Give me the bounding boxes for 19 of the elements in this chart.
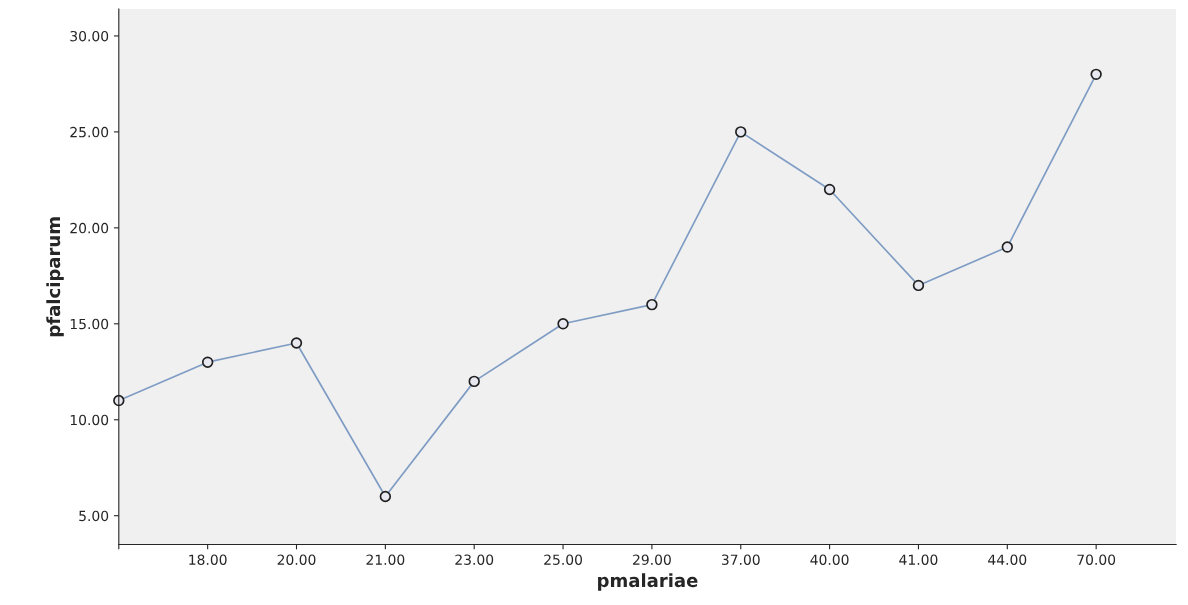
y-tick-label: 20.00	[70, 222, 109, 234]
x-tick-label: 40.00	[810, 554, 849, 565]
x-tick-label: 41.00	[899, 554, 938, 565]
x-tick-label: 21.00	[366, 554, 405, 565]
x-tick-label: 18.00	[189, 554, 227, 565]
y-tick-label: 25.00	[70, 126, 109, 138]
x-tick-label: 37.00	[721, 554, 760, 565]
x-tick-label: 20.00	[277, 554, 316, 565]
y-tick-label: 30.00	[70, 30, 109, 42]
x-tick-label: 23.00	[455, 554, 494, 565]
x-axis-title: pmalariae	[598, 573, 698, 591]
y-tick-label: 10.00	[70, 414, 109, 426]
x-tick-label: 29.00	[633, 554, 671, 565]
x-tick-label: 25.00	[544, 554, 583, 565]
y-tick-label: 15.00	[70, 318, 109, 330]
x-tick-label: 44.00	[988, 554, 1027, 565]
y-tick-label: 5.00	[79, 510, 109, 522]
x-tick-label: 70.00	[1077, 554, 1116, 565]
y-axis-title: pfalciparum	[46, 217, 64, 337]
